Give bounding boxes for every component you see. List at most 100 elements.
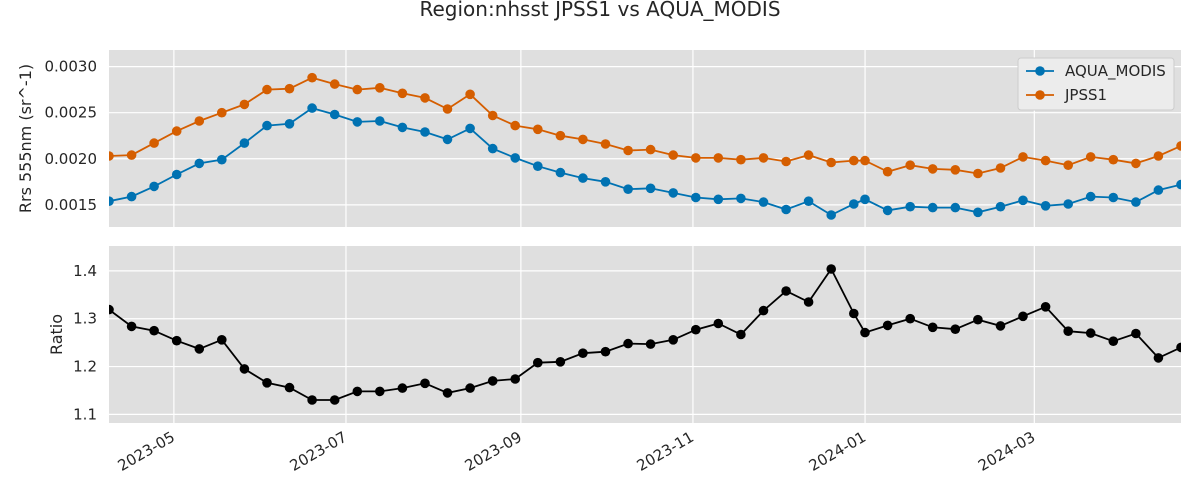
y-tick-label: 1.3 [73,310,97,328]
data-point-aqua_modis [510,153,520,163]
data-point-ratio [882,320,893,331]
data-point-jpss1 [262,84,272,95]
data-point-ratio [849,308,859,319]
data-point-jpss1 [194,116,205,126]
data-point-ratio [826,264,836,274]
data-point-ratio [905,313,915,324]
data-point-ratio [487,376,498,386]
data-point-ratio [510,374,520,384]
data-point-ratio [352,386,363,397]
data-point-jpss1 [882,166,893,177]
data-point-ratio [420,378,430,389]
y-tick-label: 0.0015 [45,196,98,214]
data-point-ratio [927,322,938,333]
data-point-jpss1 [713,153,724,163]
data-point-aqua_modis [1085,191,1096,202]
data-point-aqua_modis [194,158,205,169]
data-point-ratio [307,395,317,405]
data-point-aqua_modis [882,205,893,216]
legend-box [1017,57,1175,111]
data-point-ratio [109,304,114,315]
series-layer [109,72,1181,220]
data-point-jpss1 [927,164,938,174]
data-point-aqua_modis [1108,192,1119,203]
data-point-jpss1 [533,124,543,135]
data-point-ratio [781,286,791,296]
data-point-jpss1 [578,134,588,145]
data-point-jpss1 [995,163,1006,173]
data-point-ratio [736,329,746,340]
x-tick-label: 2023-09 [462,428,525,475]
data-point-ratio [1018,311,1028,322]
x-tick-label: 2023-05 [115,428,178,475]
data-point-aqua_modis [623,184,633,194]
data-point-ratio [668,335,678,345]
data-point-aqua_modis [149,181,159,192]
data-point-aqua_modis [950,202,961,213]
data-point-aqua_modis [973,207,983,218]
data-point-jpss1 [1063,160,1073,170]
data-point-aqua_modis [262,120,272,131]
data-point-aqua_modis [352,117,363,127]
x-tick-label: 2024-03 [975,428,1038,475]
data-point-jpss1 [691,153,701,163]
data-point-ratio [600,346,611,357]
data-point-aqua_modis [171,169,182,180]
data-point-jpss1 [375,83,385,93]
data-point-jpss1 [555,130,566,141]
data-point-ratio [555,357,566,367]
data-point-jpss1 [149,138,159,148]
data-point-ratio [442,388,453,398]
data-point-ratio [284,382,295,393]
data-point-aqua_modis [860,194,870,205]
data-point-aqua_modis [307,103,317,113]
data-point-ratio [691,324,701,335]
data-point-aqua_modis [645,183,656,194]
data-point-aqua_modis [600,177,611,187]
data-point-jpss1 [239,99,250,110]
data-point-jpss1 [1131,158,1141,169]
data-point-ratio [397,383,408,393]
series-layer [109,264,1181,405]
data-point-aqua_modis [465,123,475,134]
data-point-ratio [713,318,724,329]
data-point-ratio [239,364,250,374]
data-point-ratio [1176,342,1181,353]
x-tick-label: 2024-01 [806,428,869,475]
data-point-jpss1 [623,145,633,156]
data-point-aqua_modis [849,199,859,209]
data-point-jpss1 [736,154,746,165]
legend-marker [1035,90,1045,100]
data-point-aqua_modis [578,173,588,183]
data-point-jpss1 [781,156,791,167]
data-point-jpss1 [510,120,520,131]
data-point-ratio [645,339,656,349]
data-point-ratio [803,297,814,307]
data-point-jpss1 [352,84,363,95]
y-tick-label: 1.2 [73,358,97,376]
y-tick-label: 1.1 [73,405,97,423]
legend: AQUA_MODIS JPSS1 [1017,57,1175,111]
data-point-ratio [1063,326,1073,337]
data-point-jpss1 [905,160,915,170]
data-point-jpss1 [826,157,836,168]
data-point-ratio [149,325,159,336]
data-point-aqua_modis [487,143,498,154]
data-point-aqua_modis [217,154,227,165]
data-point-ratio [950,324,961,335]
data-point-aqua_modis [284,119,295,129]
data-point-aqua_modis [927,202,938,213]
data-point-jpss1 [860,155,870,166]
data-point-jpss1 [758,153,769,163]
data-point-jpss1 [217,107,227,118]
data-point-ratio [171,335,182,346]
data-point-jpss1 [600,139,611,149]
data-point-jpss1 [284,83,295,94]
data-point-aqua_modis [1153,185,1164,195]
data-point-aqua_modis [668,188,678,198]
data-point-jpss1 [171,126,182,136]
data-point-aqua_modis [995,201,1006,212]
data-point-jpss1 [1018,152,1028,162]
data-point-jpss1 [803,150,814,160]
